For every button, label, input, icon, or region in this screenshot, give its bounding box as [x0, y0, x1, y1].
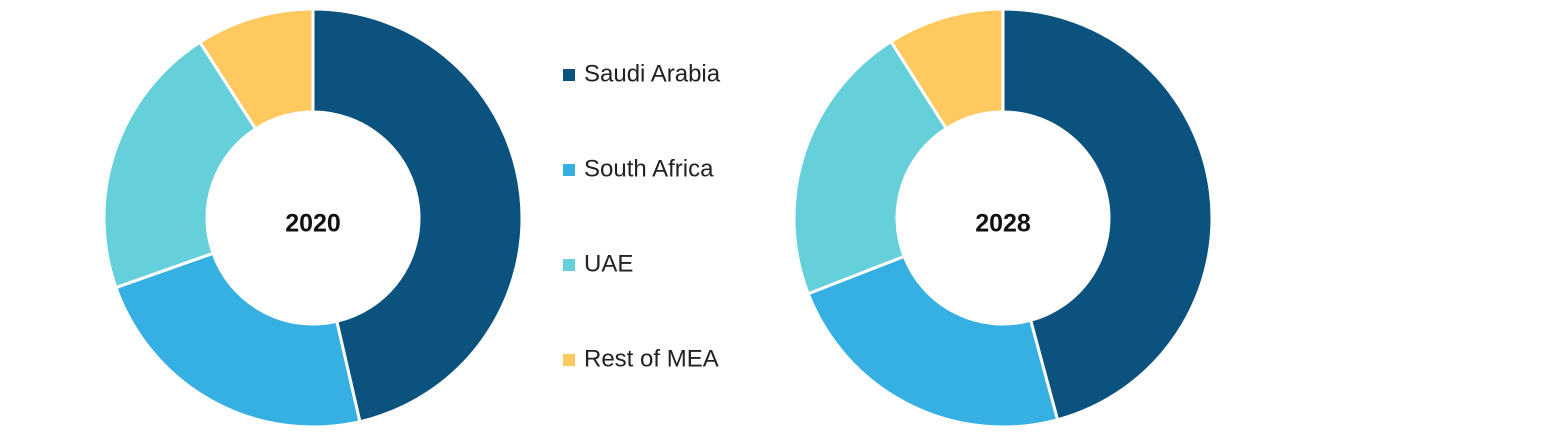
legend-label: South Africa [584, 155, 714, 182]
legend-swatch [563, 164, 575, 176]
donut-slice [197, 7, 315, 131]
donut-slice [888, 7, 1005, 131]
center-label: 2028 [975, 210, 1031, 238]
legend-label: UAE [584, 250, 633, 277]
donut-slice [1001, 7, 1214, 422]
donut-slice [311, 7, 524, 424]
donut-slice [806, 254, 1060, 429]
legend-label: Saudi Arabia [584, 60, 721, 87]
donut-slice [792, 39, 949, 296]
legend-swatch [563, 259, 575, 271]
center-label: 2020 [285, 210, 341, 238]
legend-swatch [563, 354, 575, 366]
legend-swatch [563, 69, 575, 81]
donut-slice [102, 40, 258, 290]
legend-label: Rest of MEA [584, 345, 719, 372]
donut-slice [114, 251, 362, 429]
